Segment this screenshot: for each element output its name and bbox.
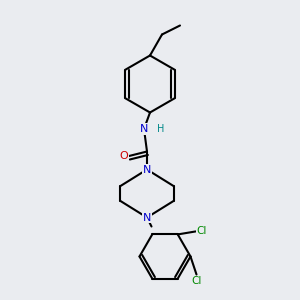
Text: Cl: Cl: [196, 226, 207, 236]
Text: Cl: Cl: [191, 276, 202, 286]
Text: N: N: [143, 164, 151, 175]
Text: N: N: [140, 124, 148, 134]
Text: O: O: [119, 151, 128, 161]
Text: N: N: [143, 212, 151, 223]
Text: H: H: [157, 124, 164, 134]
